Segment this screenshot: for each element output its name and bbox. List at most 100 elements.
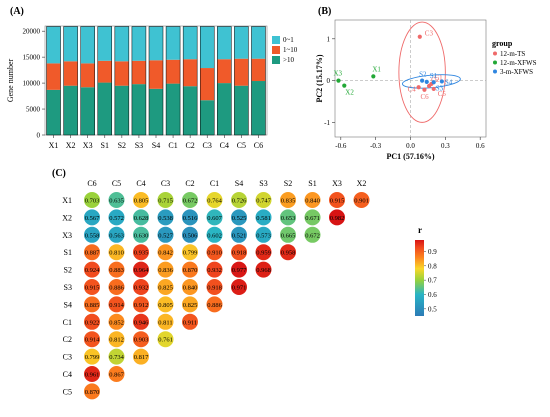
point-S2 [420, 78, 425, 83]
bar-segment-1~10 [251, 58, 266, 82]
heatmap-cell-value: 0.527 [158, 232, 173, 239]
heatmap-cell-circle [182, 279, 198, 295]
heatmap-cell-circle [255, 209, 272, 226]
heatmap-cell-circle [133, 296, 149, 313]
y-tick-label: 15000 [23, 54, 41, 62]
heatmap-cell-value: 0.842 [158, 250, 173, 257]
row-label: X3 [62, 231, 72, 240]
heatmap-cell-value: 0.886 [109, 285, 124, 292]
column-label: C5 [112, 179, 121, 188]
y-axis-title: PC2 (15.17%) [315, 54, 324, 102]
row-label: S2 [64, 266, 72, 275]
heatmap-cell-circle [231, 261, 247, 278]
heatmap-cell-circle [133, 331, 149, 348]
heatmap-cell-circle [84, 244, 100, 261]
heatmap-cell-circle [206, 296, 223, 313]
bar-segment-1~10 [183, 59, 198, 87]
heatmap-cell-circle [231, 226, 247, 243]
heatmap-cell-circle [280, 209, 296, 226]
heatmap-cell-value: 0.982 [330, 215, 345, 222]
bar-segment->10 [166, 83, 181, 135]
column-label: C1 [210, 179, 219, 188]
heatmap-cell-value: 0.630 [134, 232, 149, 239]
heatmap-cell-circle [304, 209, 321, 226]
confidence-ellipse-12-m-TS [398, 21, 446, 123]
y-axis-title: Gene number [6, 59, 15, 103]
heatmap-cell-circle [84, 313, 100, 330]
heatmap-cell-value: 0.607 [207, 215, 222, 222]
x-tick-label: C3 [203, 141, 212, 150]
heatmap-cell-circle [108, 279, 125, 295]
heatmap-cell-circle [255, 261, 272, 278]
heatmap-cell-circle [182, 209, 198, 226]
heatmap-cell-value: 0.665 [281, 232, 296, 239]
x-tick-label: X2 [66, 141, 76, 150]
x-tick-label: X3 [83, 141, 93, 150]
heatmap-cell-circle [133, 261, 149, 278]
panel-a-label: (A) [10, 6, 24, 17]
heatmap-cell-value: 0.825 [158, 285, 173, 292]
heatmap-cell-circle [182, 226, 198, 243]
heatmap-cell-value: 0.840 [305, 198, 320, 205]
heatmap-cell-circle [108, 366, 125, 382]
heatmap-cell-value: 0.734 [109, 354, 124, 361]
row-label: C4 [63, 370, 72, 379]
heatmap-cell-circle [157, 279, 174, 295]
y-tick-label: 20000 [23, 28, 41, 36]
bar-segment-1~10 [114, 61, 129, 86]
row-label: C1 [63, 318, 72, 327]
heatmap-cell-value: 0.581 [256, 215, 271, 222]
heatmap-cell-value: 0.799 [183, 250, 198, 257]
heatmap-cell-circle [108, 348, 125, 365]
point-C4 [416, 85, 421, 90]
bar-segment-0~1 [217, 26, 232, 60]
heatmap-cell-value: 0.932 [134, 285, 149, 292]
heatmap-cell-value: 0.924 [85, 267, 100, 274]
heatmap-cell-circle [206, 279, 223, 295]
point-label-X1: X1 [372, 65, 381, 73]
x-tick-label: C1 [168, 141, 177, 150]
bar-segment-0~1 [63, 26, 78, 62]
heatmap-cell-value: 0.715 [158, 198, 173, 205]
bar-segment-1~10 [234, 58, 249, 86]
heatmap-cell-circle [133, 279, 149, 295]
bar-segment-1~10 [200, 68, 215, 101]
y-tick-label: 5000 [26, 106, 41, 114]
point-C3 [417, 34, 422, 39]
heatmap-cell-value: 0.563 [109, 232, 124, 239]
point-label-C5: C5 [438, 90, 447, 98]
point-S4 [439, 79, 444, 84]
y-tick-label: 0 [37, 132, 41, 140]
heatmap-cell-circle [157, 226, 174, 243]
bar-segment->10 [131, 84, 146, 135]
heatmap-cell-circle [108, 192, 125, 208]
heatmap-cell-circle [108, 244, 125, 261]
x-tick-label: S2 [118, 141, 126, 150]
bar-segment->10 [148, 88, 164, 135]
heatmap-cell-value: 0.825 [183, 302, 198, 309]
heatmap-cell-circle [280, 226, 296, 243]
heatmap-cell-value: 0.958 [281, 250, 296, 257]
point-X3 [336, 78, 341, 83]
heatmap-cell-value: 0.558 [85, 232, 100, 239]
heatmap-cell-value: 0.726 [232, 198, 247, 205]
heatmap-cell-circle [84, 348, 100, 365]
legend-swatch-1~10 [272, 46, 280, 54]
column-label: S1 [308, 179, 316, 188]
heatmap-cell-value: 0.653 [281, 215, 296, 222]
bar-segment-1~10 [148, 60, 164, 89]
point-label-C3: C3 [425, 30, 434, 38]
bar-segment->10 [80, 87, 95, 135]
heatmap-cell-value: 0.914 [109, 302, 124, 309]
heatmap-cell-value: 0.946 [134, 319, 149, 326]
point-label-C2: C2 [431, 76, 440, 84]
legend-label: >10 [283, 56, 294, 64]
heatmap-cell-value: 0.911 [183, 319, 197, 326]
heatmap-cell-value: 0.672 [305, 232, 320, 239]
heatmap-cell-circle [84, 366, 100, 382]
heatmap-cell-value: 0.635 [109, 198, 124, 205]
heatmap-cell-circle [84, 331, 100, 348]
column-label: S4 [235, 179, 243, 188]
heatmap-cell-value: 0.672 [183, 198, 198, 205]
legend-label: 3-m-XFWS [500, 68, 533, 76]
